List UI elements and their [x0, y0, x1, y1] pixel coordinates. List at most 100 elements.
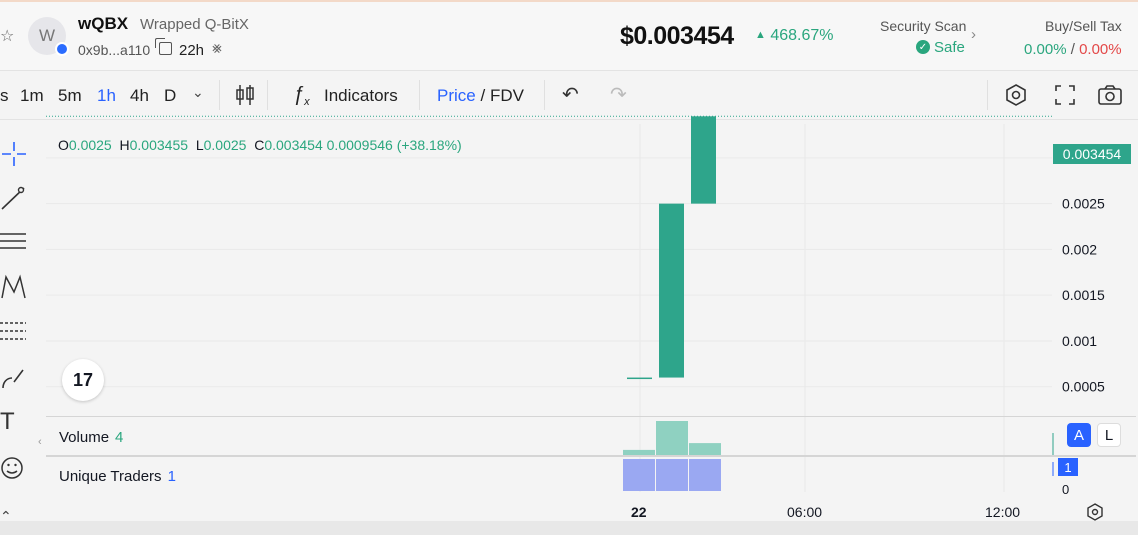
- security-scan-value[interactable]: Safe: [934, 39, 965, 56]
- ohlc-c-key: C: [254, 137, 265, 153]
- ohlc-h-key: H: [119, 137, 130, 153]
- token-symbol: wQBX: [78, 14, 129, 33]
- buy-tax: 0.00%: [1024, 41, 1067, 58]
- tradingview-logo-icon[interactable]: 17: [62, 359, 104, 401]
- log-scale-button[interactable]: L: [1097, 423, 1121, 447]
- traders-bar: [656, 459, 688, 491]
- candle: [659, 203, 684, 378]
- x-tick-label: 22: [631, 504, 647, 520]
- avatar-letter: W: [38, 26, 56, 45]
- traders-bar: [623, 459, 655, 491]
- candle: [691, 116, 716, 204]
- text-tool-icon[interactable]: T: [0, 408, 15, 435]
- check-icon: ✓: [916, 40, 930, 54]
- function-icon[interactable]: ƒx: [293, 83, 310, 108]
- token-address[interactable]: 0x9b...a110: [78, 42, 151, 58]
- tax-separator: /: [1070, 41, 1075, 58]
- traders-bar: [689, 459, 721, 491]
- camera-icon[interactable]: [1097, 83, 1123, 107]
- undo-icon[interactable]: ↶: [562, 84, 579, 106]
- candles-icon[interactable]: [234, 83, 256, 107]
- x-tick-label: 06:00: [787, 504, 823, 520]
- timeframe-d[interactable]: D: [164, 86, 177, 105]
- copy-icon[interactable]: [155, 38, 172, 55]
- fullscreen-icon[interactable]: [1053, 83, 1077, 107]
- volume-label: Volume: [59, 429, 110, 446]
- chevron-right-icon[interactable]: ›: [971, 26, 976, 43]
- top-accent-line: [0, 0, 1138, 2]
- ohlc-o-key: O: [58, 137, 69, 153]
- star-icon[interactable]: ☆: [0, 28, 15, 45]
- crosshair-icon[interactable]: [0, 140, 28, 168]
- timeframe-seconds[interactable]: s: [0, 86, 9, 105]
- volume-bar: [623, 449, 655, 455]
- x-tick-label: 12:00: [985, 504, 1021, 520]
- chart-toolbar: [0, 71, 1138, 120]
- pane-divider[interactable]: [46, 455, 1136, 457]
- last-price-tag: 0.003454: [1053, 144, 1131, 164]
- chevron-up-icon[interactable]: ⌃: [0, 508, 12, 524]
- timeframe-4h[interactable]: 4h: [130, 86, 149, 105]
- volume-value: 4: [115, 429, 124, 446]
- price-change: ▲ 468.67%: [755, 27, 834, 45]
- ohlc-l-key: L: [195, 137, 204, 153]
- tax-label: Buy/Sell Tax: [1045, 18, 1122, 34]
- volume-bar: [689, 443, 721, 455]
- pattern-icon[interactable]: [0, 272, 28, 302]
- toggle-separator: /: [480, 86, 486, 105]
- traders-zero-label: 0: [1062, 482, 1070, 497]
- brush-icon[interactable]: [0, 364, 28, 392]
- price-change-value: 468.67%: [770, 27, 834, 44]
- traders-legend: Unique Traders 1: [59, 468, 176, 485]
- y-tick-label: 0.002: [1062, 241, 1097, 257]
- emoji-icon[interactable]: [0, 454, 28, 482]
- fib-icon[interactable]: [0, 318, 28, 346]
- y-tick-label: 0.0025: [1062, 196, 1105, 212]
- trend-line-icon[interactable]: [0, 184, 28, 212]
- bottom-bar: [0, 521, 1138, 535]
- token-header: [0, 0, 1138, 71]
- toolbar-divider: [987, 80, 988, 110]
- tax-values: 0.00% / 0.00%: [1024, 41, 1122, 58]
- ohlc-change: 0.0009546 (+38.18%): [326, 137, 462, 153]
- toolbar-divider: [419, 80, 420, 110]
- axis-settings-icon[interactable]: [1086, 503, 1104, 521]
- pane-divider[interactable]: [46, 416, 1136, 417]
- current-price: $0.003454: [620, 22, 734, 50]
- candle: [627, 377, 652, 380]
- traders-tag: 1: [1058, 458, 1078, 476]
- fdv-option[interactable]: FDV: [489, 86, 524, 105]
- price-option[interactable]: Price: [437, 86, 476, 105]
- token-name: Wrapped Q-BitX: [140, 16, 249, 33]
- chevron-down-icon[interactable]: ⌄: [192, 84, 204, 100]
- auto-scale-button[interactable]: A: [1067, 423, 1091, 447]
- toolbar-divider: [267, 80, 268, 110]
- collapse-arrow-icon[interactable]: ‹: [38, 436, 42, 448]
- token-age: 22h: [179, 42, 205, 59]
- ohlc-close: 0.003454: [264, 137, 323, 153]
- ohlc-open: 0.0025: [68, 137, 112, 153]
- settings-icon[interactable]: [1004, 83, 1028, 107]
- indicators-button[interactable]: Indicators: [324, 86, 398, 105]
- sell-tax: 0.00%: [1079, 41, 1122, 58]
- y-tick-label: 0.0015: [1062, 287, 1105, 303]
- toolbar-divider: [219, 80, 220, 110]
- ohlc-low: 0.0025: [203, 137, 247, 153]
- y-tick-label: 0.0005: [1062, 379, 1105, 395]
- price-fdv-toggle[interactable]: Price / FDV: [437, 86, 524, 106]
- timeframe-5m[interactable]: 5m: [58, 86, 82, 105]
- token-avatar: W: [28, 17, 66, 55]
- ohlc-legend: O0.0025 H0.003455 L0.0025 C0.003454 0.00…: [58, 137, 462, 153]
- up-arrow-icon: ▲: [755, 29, 766, 41]
- traders-value: 1: [167, 468, 176, 485]
- timeframe-1m[interactable]: 1m: [20, 86, 44, 105]
- horizontal-lines-icon[interactable]: [0, 228, 28, 256]
- timeframe-1h[interactable]: 1h: [97, 86, 116, 105]
- volume-bar: [656, 421, 688, 455]
- traders-label: Unique Traders: [59, 468, 162, 485]
- security-scan-label[interactable]: Security Scan: [880, 18, 967, 34]
- redo-icon[interactable]: ↷: [610, 84, 627, 106]
- chain-badge-icon: [55, 42, 69, 56]
- volume-legend: Volume 4: [59, 429, 123, 446]
